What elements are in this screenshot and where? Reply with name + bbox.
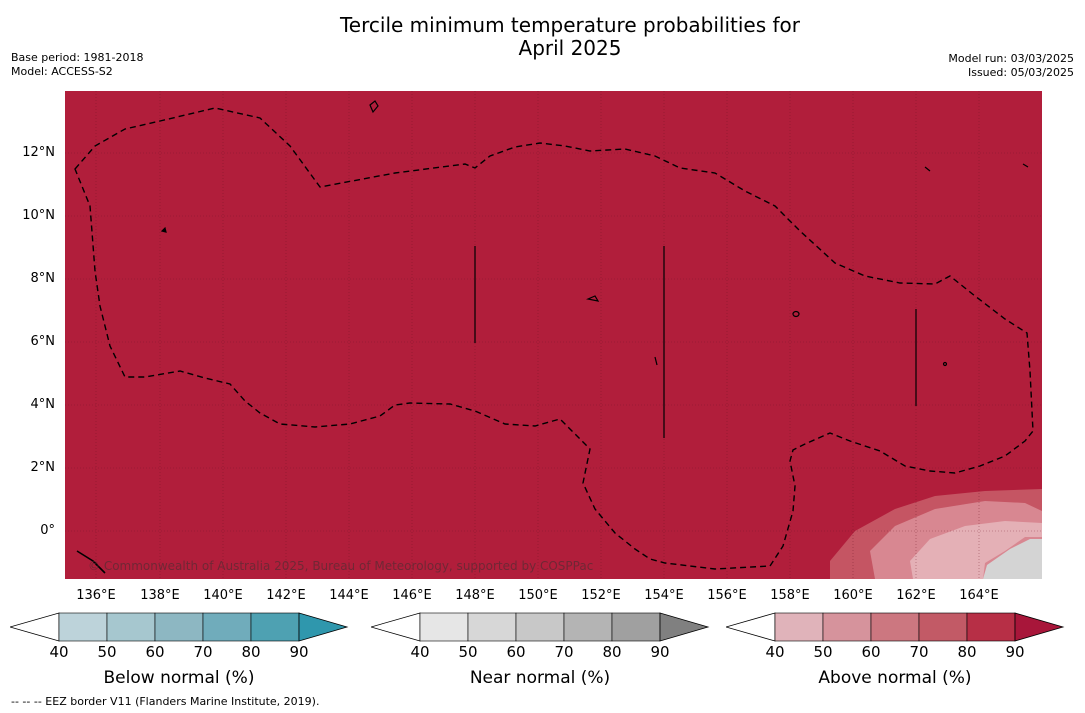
above-tick-70: 70: [909, 643, 929, 661]
below-tick-80: 80: [241, 643, 261, 661]
colorbar-near-normal: [371, 612, 711, 644]
near-normal-label: Near normal (%): [469, 668, 611, 688]
issued-date: Issued: 05/03/2025: [967, 66, 1074, 79]
lat-label-10n: 10°N: [22, 208, 55, 223]
lon-label-152e: 152°E: [581, 588, 621, 603]
below-tick-70: 70: [193, 643, 213, 661]
map-title: Tercile minimum temperature probabilitie…: [270, 14, 870, 60]
base-period: Base period: 1981-2018: [11, 51, 144, 64]
near-normal-patch-inner: [983, 539, 1042, 579]
above-tick-60: 60: [861, 643, 881, 661]
above-tick-40: 40: [765, 643, 785, 661]
above-normal-label: Above normal (%): [818, 668, 972, 688]
lat-label-2n: 2°N: [30, 460, 56, 475]
lon-label-144e: 144°E: [329, 588, 369, 603]
island-features: [76, 100, 1029, 574]
lat-label-6n: 6°N: [30, 334, 56, 349]
lon-label-158e: 158°E: [770, 588, 810, 603]
lon-label-146e: 146°E: [392, 588, 432, 603]
title-line-1: Tercile minimum temperature probabilitie…: [339, 13, 801, 37]
lon-label-160e: 160°E: [833, 588, 873, 603]
model-run: Model run: 03/03/2025: [948, 52, 1074, 65]
above-tick-90: 90: [1005, 643, 1025, 661]
near-tick-40: 40: [410, 643, 430, 661]
near-tick-50: 50: [458, 643, 478, 661]
map-canvas: [65, 91, 1042, 579]
meta-right: Model run: 03/03/2025 Issued: 05/03/2025: [948, 52, 1074, 80]
title-line-2: April 2025: [518, 36, 622, 60]
meta-left: Base period: 1981-2018 Model: ACCESS-S2: [11, 51, 143, 79]
lon-label-138e: 138°E: [140, 588, 180, 603]
lat-label-8n: 8°N: [30, 271, 56, 286]
lon-label-136e: 136°E: [76, 588, 116, 603]
below-normal-label: Below normal (%): [103, 668, 255, 688]
above-tick-80: 80: [957, 643, 977, 661]
above-tick-50: 50: [813, 643, 833, 661]
colorbar-above-normal: [726, 612, 1066, 644]
lat-label-12n: 12°N: [22, 145, 55, 160]
lon-label-142e: 142°E: [266, 588, 306, 603]
lat-label-0: 0°: [40, 523, 55, 538]
copyright-notice: © Commonwealth of Australia 2025, Bureau…: [88, 559, 594, 573]
near-tick-60: 60: [506, 643, 526, 661]
near-tick-70: 70: [554, 643, 574, 661]
model-name: Model: ACCESS-S2: [11, 65, 113, 78]
lat-label-4n: 4°N: [30, 397, 56, 412]
below-tick-50: 50: [97, 643, 117, 661]
lon-label-148e: 148°E: [455, 588, 495, 603]
lon-label-150e: 150°E: [518, 588, 558, 603]
lon-label-154e: 154°E: [644, 588, 684, 603]
forecast-map: [65, 91, 1042, 579]
near-tick-80: 80: [602, 643, 622, 661]
lon-label-162e: 162°E: [896, 588, 936, 603]
below-tick-40: 40: [49, 643, 69, 661]
lon-label-140e: 140°E: [203, 588, 243, 603]
lon-label-156e: 156°E: [707, 588, 747, 603]
graticule: [65, 91, 1042, 579]
near-tick-90: 90: [650, 643, 670, 661]
below-tick-60: 60: [145, 643, 165, 661]
colorbar-below-normal: [10, 612, 350, 644]
lon-label-164e: 164°E: [959, 588, 999, 603]
eez-border: [74, 107, 1034, 570]
above-normal-band-60: [910, 521, 1042, 579]
below-tick-90: 90: [289, 643, 309, 661]
eez-footnote: -- -- -- EEZ border V11 (Flanders Marine…: [11, 695, 320, 708]
map-background: [65, 91, 1042, 579]
